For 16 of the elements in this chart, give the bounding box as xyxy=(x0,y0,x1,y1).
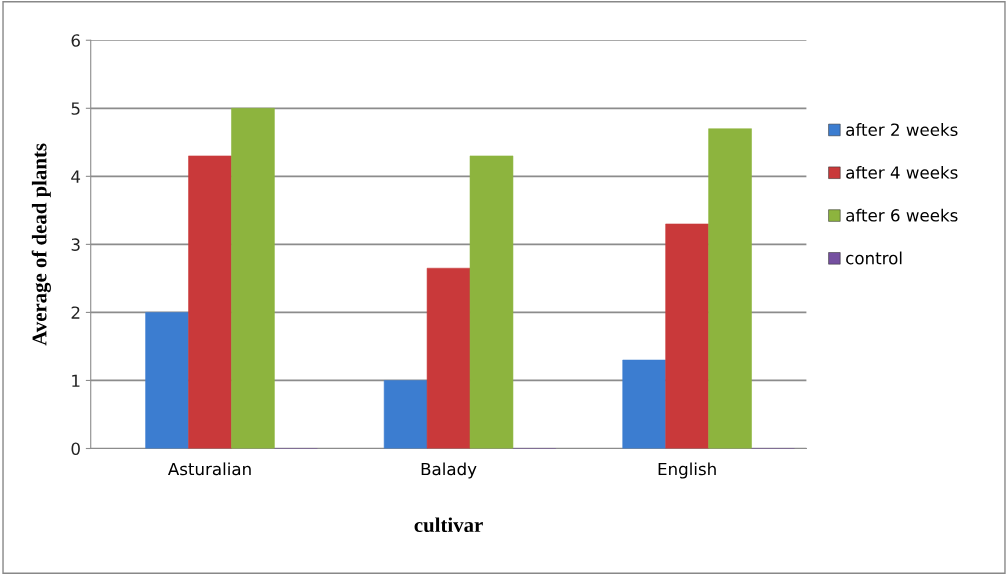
y-tick-label: 4 xyxy=(71,170,81,183)
x-tick-label: Asturalian xyxy=(167,462,251,476)
x-tick-label: English xyxy=(658,462,716,479)
y-tick-label: 0 xyxy=(71,442,80,456)
x-tick-label: Balady xyxy=(421,462,477,479)
y-tick-label: 2 xyxy=(71,306,80,319)
legend-label: control xyxy=(846,251,902,265)
y-tick-label: 6 xyxy=(71,34,80,47)
y-tick-label: 3 xyxy=(71,238,80,251)
y-axis-title: Average of dead plants xyxy=(31,143,51,346)
y-tick-label: 5 xyxy=(71,102,80,115)
legend-label: after 2 weeks xyxy=(846,123,958,137)
y-tick-label: 1 xyxy=(72,374,80,387)
legend-label: after 4 weeks xyxy=(846,165,958,179)
legend-label: after 6 weeks xyxy=(846,208,958,222)
x-axis-title: cultivar xyxy=(414,517,483,533)
